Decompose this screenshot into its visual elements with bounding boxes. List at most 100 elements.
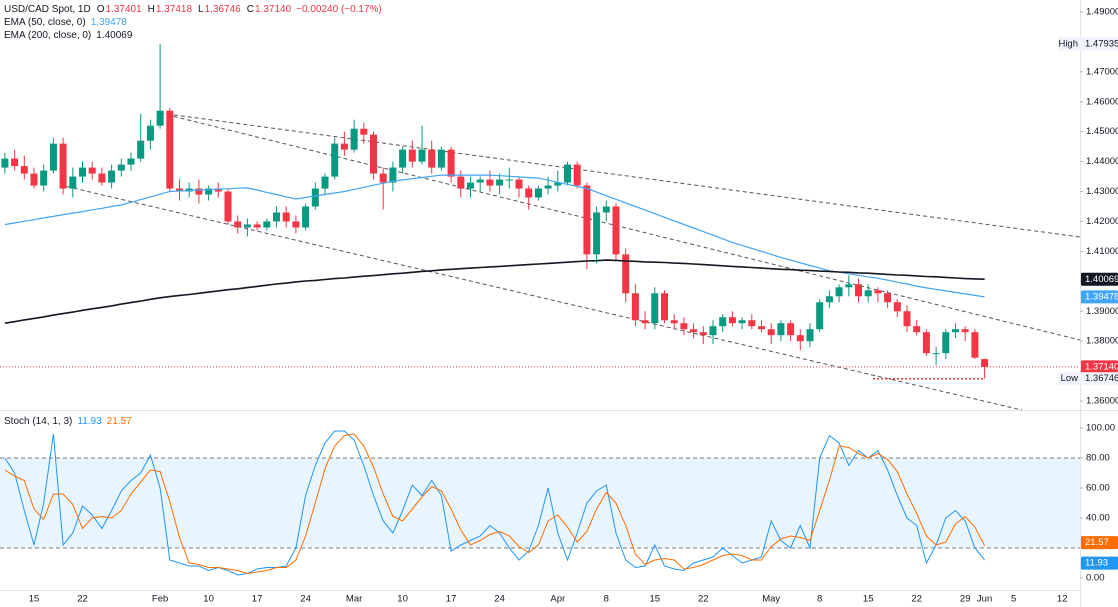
x-tick-label: 24 <box>300 594 311 605</box>
candle-body <box>855 284 862 297</box>
trend-line <box>59 184 1023 411</box>
candle-body <box>263 221 271 228</box>
y-tick-label: 1.47000 <box>1086 66 1118 77</box>
x-tick-label: 8 <box>817 594 822 605</box>
legend-text: −0.00240 (−0.17%) <box>296 4 382 15</box>
candle-body <box>573 164 581 186</box>
x-tick-label: Mar <box>346 594 362 605</box>
candle-body <box>389 167 397 183</box>
y-tick-label: 1.46000 <box>1086 96 1118 107</box>
candle-body <box>486 179 494 186</box>
candle-body <box>467 182 474 189</box>
candle-body <box>224 191 232 222</box>
candle-body <box>554 182 562 186</box>
y-tick-label: 1.45000 <box>1086 126 1118 137</box>
candle-body <box>11 158 19 167</box>
legend-text: L <box>198 4 204 15</box>
candle-body <box>379 173 387 183</box>
candle-body <box>195 188 203 195</box>
stoch-line <box>4 430 985 576</box>
candle-body <box>631 293 639 321</box>
candle-body <box>243 224 251 228</box>
marker-value: 1.36746 <box>1085 373 1118 384</box>
candle-body <box>952 329 959 333</box>
x-tick-label: 17 <box>446 594 457 605</box>
trend-lines <box>59 112 1081 411</box>
candle-body <box>418 149 426 162</box>
candle-body <box>505 179 513 181</box>
candle-body <box>69 176 77 189</box>
legend-text: 21.57 <box>107 416 132 427</box>
candle-body <box>428 149 436 168</box>
legend-text: 1.37140 <box>255 4 292 15</box>
candle-body <box>651 293 659 324</box>
x-tick-label: 10 <box>397 594 408 605</box>
ema-line <box>4 259 985 324</box>
legend-text: EMA (200, close, 0) <box>4 30 91 41</box>
candle-body <box>457 176 465 189</box>
candle-body <box>525 188 533 198</box>
candle-body <box>176 188 183 192</box>
candle-body <box>98 173 106 183</box>
candle-body <box>699 332 707 336</box>
candle-body <box>748 320 756 327</box>
candle-body <box>602 206 610 213</box>
x-tick-label: 10 <box>203 594 214 605</box>
candle-body <box>166 110 174 189</box>
candle-body <box>787 323 795 336</box>
x-tick-label: 22 <box>911 594 922 605</box>
x-tick-label: Feb <box>152 594 168 605</box>
candle-body <box>146 125 154 141</box>
candle-body <box>612 206 620 255</box>
candle-body <box>971 332 979 358</box>
stoch-pane <box>0 430 1080 576</box>
marker-box <box>1058 372 1118 386</box>
candle-body <box>903 311 911 327</box>
ema-line <box>4 174 985 298</box>
candle-body <box>690 329 698 333</box>
trend-line <box>159 112 1081 238</box>
x-tick-label: 15 <box>863 594 874 605</box>
candle-body <box>282 212 290 222</box>
candle-body <box>932 353 940 355</box>
candle-body <box>593 212 601 255</box>
x-tick-label: 15 <box>29 594 40 605</box>
price-pane <box>0 43 1080 380</box>
candle-body <box>127 158 135 165</box>
candle-body <box>476 179 484 183</box>
legend-row: Stoch (14, 1, 3) 11.93 21.57 <box>4 416 132 427</box>
y-tick-label: 1.36000 <box>1086 396 1118 407</box>
legend-text: 1.40069 <box>96 30 133 41</box>
candle-body <box>205 188 213 195</box>
candle-body <box>942 332 950 354</box>
x-tick-label: 5 <box>1011 594 1016 605</box>
legend-text: C <box>247 4 254 15</box>
candle-body <box>30 173 38 186</box>
marker-box <box>1058 37 1118 51</box>
candle-body <box>88 167 96 174</box>
y-tick-label: 1.39000 <box>1086 306 1118 317</box>
candle-body <box>806 329 814 342</box>
x-tick-label: 24 <box>494 594 505 605</box>
candle-body <box>544 185 552 189</box>
candle-body <box>893 302 901 312</box>
candle-body <box>709 326 717 336</box>
candle-body <box>825 296 833 303</box>
y-tick-label: 1.44000 <box>1086 156 1118 167</box>
candle-body <box>719 317 727 327</box>
x-tick-label: 17 <box>252 594 263 605</box>
axis-value-box <box>1081 360 1118 374</box>
candle-body <box>515 179 523 189</box>
candle-body <box>680 323 688 330</box>
candle-body <box>496 179 504 186</box>
candle-body <box>641 320 649 324</box>
candle-body <box>273 212 280 222</box>
candle-body <box>796 335 804 342</box>
x-tick-label: 22 <box>698 594 709 605</box>
candle-body <box>108 170 116 183</box>
marker-value: 1.47935 <box>1085 38 1118 49</box>
candle-body <box>874 290 882 294</box>
candle-body <box>117 164 125 171</box>
